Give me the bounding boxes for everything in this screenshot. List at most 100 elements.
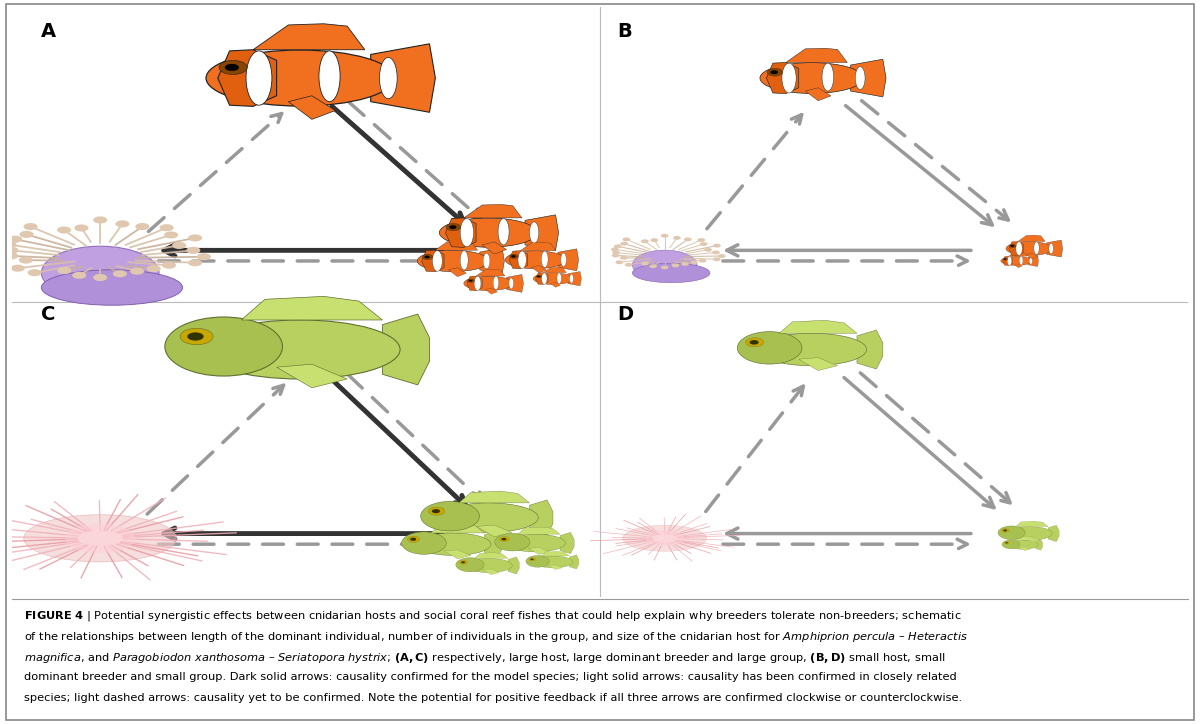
Circle shape — [684, 237, 691, 241]
Circle shape — [408, 536, 420, 542]
Ellipse shape — [1007, 256, 1012, 266]
Circle shape — [511, 256, 516, 258]
Polygon shape — [517, 527, 560, 534]
Polygon shape — [482, 569, 499, 575]
Circle shape — [130, 268, 144, 274]
Text: B: B — [618, 22, 632, 41]
Polygon shape — [528, 547, 550, 555]
Circle shape — [94, 274, 107, 281]
Polygon shape — [1008, 252, 1027, 256]
Ellipse shape — [533, 273, 572, 285]
Circle shape — [186, 247, 200, 254]
Ellipse shape — [632, 251, 697, 279]
Circle shape — [4, 253, 18, 259]
Circle shape — [612, 253, 619, 258]
Circle shape — [449, 225, 456, 229]
Ellipse shape — [24, 515, 176, 562]
Circle shape — [146, 265, 161, 272]
Circle shape — [682, 262, 689, 266]
Ellipse shape — [493, 277, 499, 290]
Circle shape — [8, 236, 23, 243]
Circle shape — [690, 261, 698, 264]
Circle shape — [180, 328, 214, 345]
Circle shape — [172, 242, 186, 249]
Circle shape — [1003, 258, 1008, 261]
Polygon shape — [570, 555, 578, 569]
Polygon shape — [1046, 240, 1063, 257]
Circle shape — [58, 267, 72, 274]
Polygon shape — [218, 50, 277, 106]
Polygon shape — [509, 251, 528, 269]
Circle shape — [697, 238, 706, 242]
Polygon shape — [383, 314, 430, 385]
Circle shape — [410, 538, 416, 541]
Circle shape — [700, 242, 708, 246]
Polygon shape — [548, 565, 563, 570]
Text: C: C — [42, 306, 55, 324]
Circle shape — [162, 261, 176, 269]
Polygon shape — [541, 551, 570, 556]
Circle shape — [538, 276, 540, 277]
Circle shape — [661, 266, 668, 269]
Ellipse shape — [1001, 256, 1032, 266]
Ellipse shape — [421, 502, 480, 531]
Polygon shape — [1014, 264, 1022, 268]
Text: $\mathbf{FIGURE\ 4}$ $|$ Potential synergistic effects between cnidarian hosts a: $\mathbf{FIGURE\ 4}$ $|$ Potential syner… — [24, 610, 961, 623]
Circle shape — [19, 256, 32, 264]
Ellipse shape — [623, 526, 707, 551]
Ellipse shape — [1002, 540, 1020, 549]
Polygon shape — [535, 273, 548, 285]
Polygon shape — [485, 531, 502, 557]
Polygon shape — [532, 266, 547, 273]
Circle shape — [11, 265, 25, 272]
Polygon shape — [253, 24, 365, 50]
Circle shape — [650, 238, 659, 242]
Circle shape — [718, 254, 726, 258]
Ellipse shape — [1020, 256, 1022, 265]
Ellipse shape — [432, 251, 443, 272]
Ellipse shape — [460, 219, 474, 247]
Circle shape — [428, 507, 445, 515]
Polygon shape — [467, 276, 482, 291]
Polygon shape — [805, 88, 832, 101]
Polygon shape — [1003, 256, 1013, 266]
Circle shape — [425, 256, 430, 258]
Polygon shape — [786, 49, 847, 62]
Ellipse shape — [557, 273, 562, 284]
Ellipse shape — [65, 523, 136, 553]
Text: dominant breeder and small group. Dark solid arrows: causality confirmed for the: dominant breeder and small group. Dark s… — [24, 672, 956, 682]
Polygon shape — [1009, 242, 1024, 256]
Polygon shape — [857, 330, 883, 369]
Ellipse shape — [460, 251, 468, 270]
Ellipse shape — [484, 253, 490, 269]
Ellipse shape — [505, 251, 565, 269]
Circle shape — [611, 248, 619, 251]
Circle shape — [767, 68, 782, 76]
Circle shape — [187, 332, 204, 340]
Circle shape — [614, 245, 622, 248]
Circle shape — [1003, 529, 1007, 531]
Circle shape — [712, 251, 720, 254]
Text: A: A — [42, 22, 56, 41]
Circle shape — [612, 251, 620, 254]
Circle shape — [218, 60, 247, 75]
Polygon shape — [288, 96, 336, 119]
Ellipse shape — [541, 251, 548, 267]
Circle shape — [499, 536, 509, 542]
Ellipse shape — [782, 63, 796, 93]
Ellipse shape — [757, 333, 866, 366]
Ellipse shape — [529, 222, 539, 243]
Text: $\mathit{magnifica}$, and $\mathit{Paragobiodon\ xanthosoma}$ – $\mathit{Seriato: $\mathit{magnifica}$, and $\mathit{Parag… — [24, 651, 946, 665]
Ellipse shape — [319, 51, 340, 101]
Circle shape — [625, 263, 632, 266]
Ellipse shape — [1016, 242, 1022, 256]
Ellipse shape — [464, 276, 512, 290]
Text: of the relationships between length of the dominant individual, number of indivi: of the relationships between length of t… — [24, 630, 967, 644]
Polygon shape — [371, 44, 436, 112]
Circle shape — [469, 279, 473, 282]
Ellipse shape — [164, 317, 282, 376]
Circle shape — [5, 247, 19, 254]
Polygon shape — [1015, 521, 1049, 526]
Polygon shape — [476, 269, 505, 276]
Polygon shape — [1019, 547, 1030, 551]
